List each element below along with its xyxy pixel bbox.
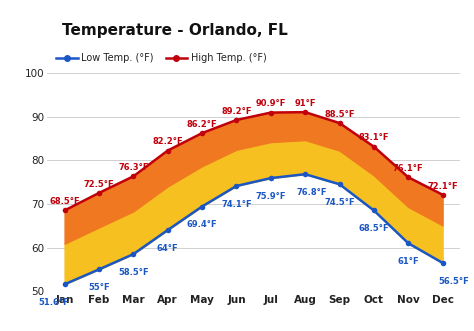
Text: 58.5°F: 58.5°F	[118, 268, 149, 277]
Low Temp. (°F)	[199, 205, 205, 209]
High Temp. (°F)	[130, 174, 136, 178]
Text: Temperature - Orlando, FL: Temperature - Orlando, FL	[62, 23, 287, 38]
High Temp. (°F)	[165, 149, 171, 153]
Text: 64°F: 64°F	[157, 244, 179, 253]
Text: 61°F: 61°F	[397, 257, 419, 266]
Text: 55°F: 55°F	[88, 283, 110, 292]
Text: 91°F: 91°F	[294, 99, 316, 108]
Line: Low Temp. (°F): Low Temp. (°F)	[62, 171, 446, 287]
Low Temp. (°F)	[337, 182, 342, 186]
Legend: Low Temp. (°F), High Temp. (°F): Low Temp. (°F), High Temp. (°F)	[52, 49, 271, 67]
High Temp. (°F)	[96, 191, 102, 195]
Low Temp. (°F)	[130, 252, 136, 256]
Text: 56.5°F: 56.5°F	[438, 277, 469, 286]
Text: 69.4°F: 69.4°F	[187, 220, 218, 229]
Low Temp. (°F)	[96, 267, 102, 271]
High Temp. (°F)	[405, 175, 411, 179]
High Temp. (°F)	[302, 110, 308, 114]
Low Temp. (°F)	[371, 209, 377, 213]
Low Temp. (°F)	[62, 282, 67, 286]
Text: 74.5°F: 74.5°F	[324, 198, 355, 207]
Text: 83.1°F: 83.1°F	[359, 133, 389, 142]
Text: 76.1°F: 76.1°F	[393, 164, 424, 173]
Low Temp. (°F)	[440, 261, 446, 265]
High Temp. (°F)	[440, 193, 446, 197]
High Temp. (°F)	[199, 131, 205, 135]
Text: 89.2°F: 89.2°F	[221, 107, 252, 116]
Text: 76.8°F: 76.8°F	[297, 188, 328, 197]
Low Temp. (°F)	[405, 241, 411, 245]
Low Temp. (°F)	[234, 184, 239, 188]
Low Temp. (°F)	[302, 172, 308, 176]
Text: 72.5°F: 72.5°F	[83, 180, 114, 189]
High Temp. (°F)	[337, 121, 342, 125]
Text: 76.3°F: 76.3°F	[118, 163, 148, 172]
Text: 51.6°F: 51.6°F	[38, 298, 69, 307]
Text: 68.5°F: 68.5°F	[49, 197, 80, 206]
Text: 68.5°F: 68.5°F	[358, 224, 389, 233]
Text: 90.9°F: 90.9°F	[255, 99, 286, 109]
Text: 75.9°F: 75.9°F	[255, 192, 286, 201]
Low Temp. (°F)	[165, 228, 171, 232]
Text: 72.1°F: 72.1°F	[427, 182, 458, 191]
Text: 74.1°F: 74.1°F	[221, 200, 252, 209]
Low Temp. (°F)	[268, 176, 273, 180]
Text: 86.2°F: 86.2°F	[187, 120, 218, 129]
Line: High Temp. (°F): High Temp. (°F)	[62, 109, 446, 213]
High Temp. (°F)	[371, 145, 377, 149]
High Temp. (°F)	[234, 118, 239, 122]
Text: 82.2°F: 82.2°F	[152, 137, 183, 146]
High Temp. (°F)	[268, 111, 273, 115]
Text: 88.5°F: 88.5°F	[324, 110, 355, 119]
High Temp. (°F)	[62, 209, 67, 213]
